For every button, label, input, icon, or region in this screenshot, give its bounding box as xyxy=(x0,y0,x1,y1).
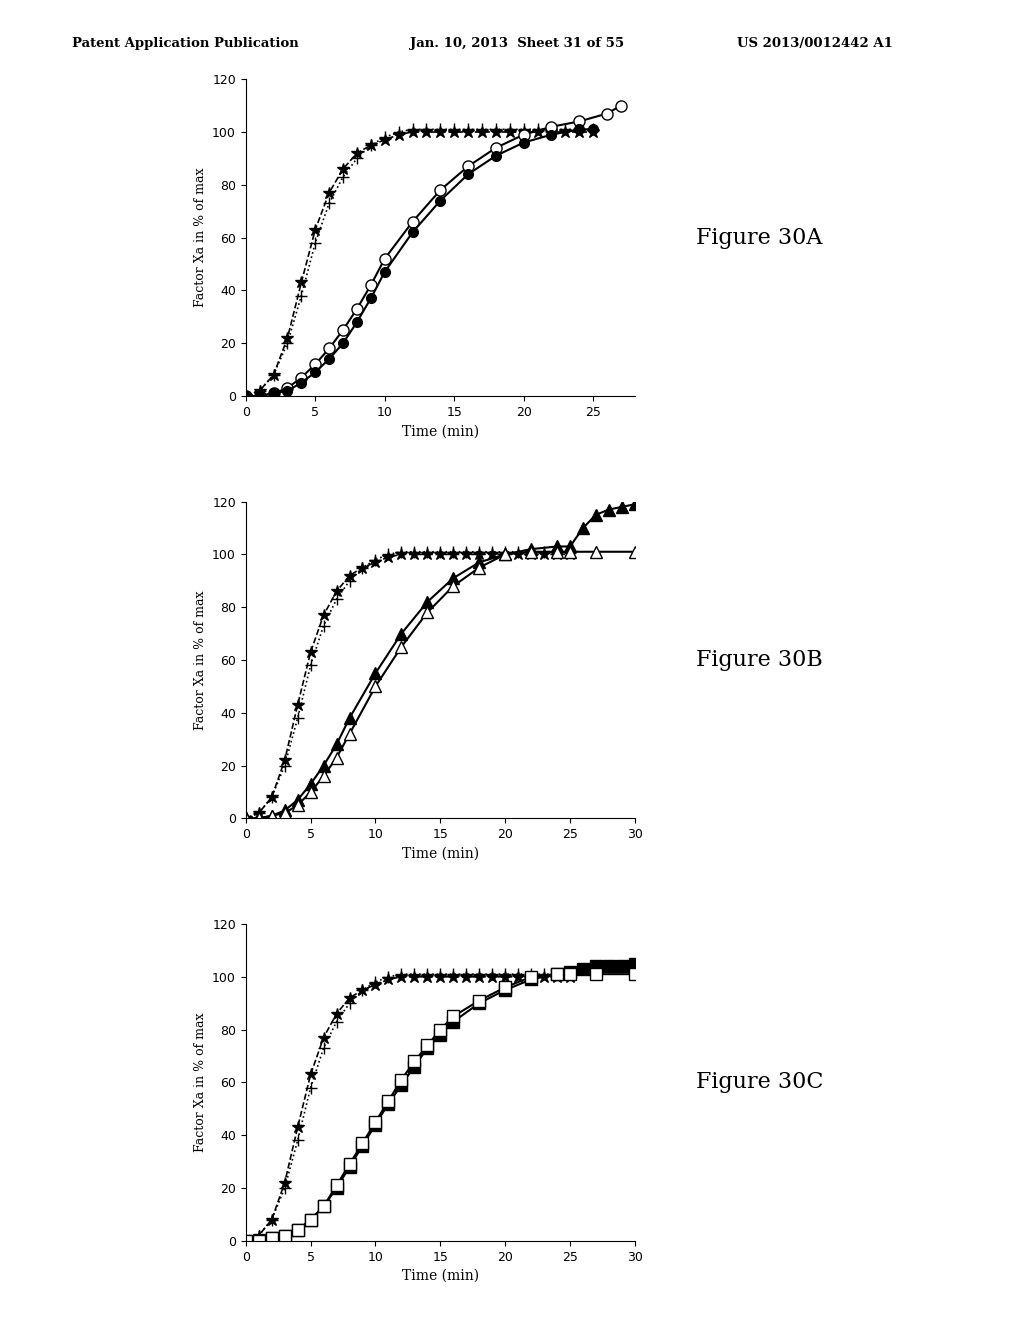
X-axis label: Time (min): Time (min) xyxy=(401,424,479,438)
Text: Figure 30B: Figure 30B xyxy=(696,649,823,671)
Y-axis label: Factor Xa in % of max: Factor Xa in % of max xyxy=(194,590,207,730)
Text: Figure 30C: Figure 30C xyxy=(696,1072,823,1093)
Text: US 2013/0012442 A1: US 2013/0012442 A1 xyxy=(737,37,893,50)
Y-axis label: Factor Xa in % of max: Factor Xa in % of max xyxy=(194,168,207,308)
Text: Jan. 10, 2013  Sheet 31 of 55: Jan. 10, 2013 Sheet 31 of 55 xyxy=(410,37,624,50)
Text: Patent Application Publication: Patent Application Publication xyxy=(72,37,298,50)
Text: Figure 30A: Figure 30A xyxy=(696,227,822,248)
X-axis label: Time (min): Time (min) xyxy=(401,846,479,861)
X-axis label: Time (min): Time (min) xyxy=(401,1269,479,1283)
Y-axis label: Factor Xa in % of max: Factor Xa in % of max xyxy=(194,1012,207,1152)
